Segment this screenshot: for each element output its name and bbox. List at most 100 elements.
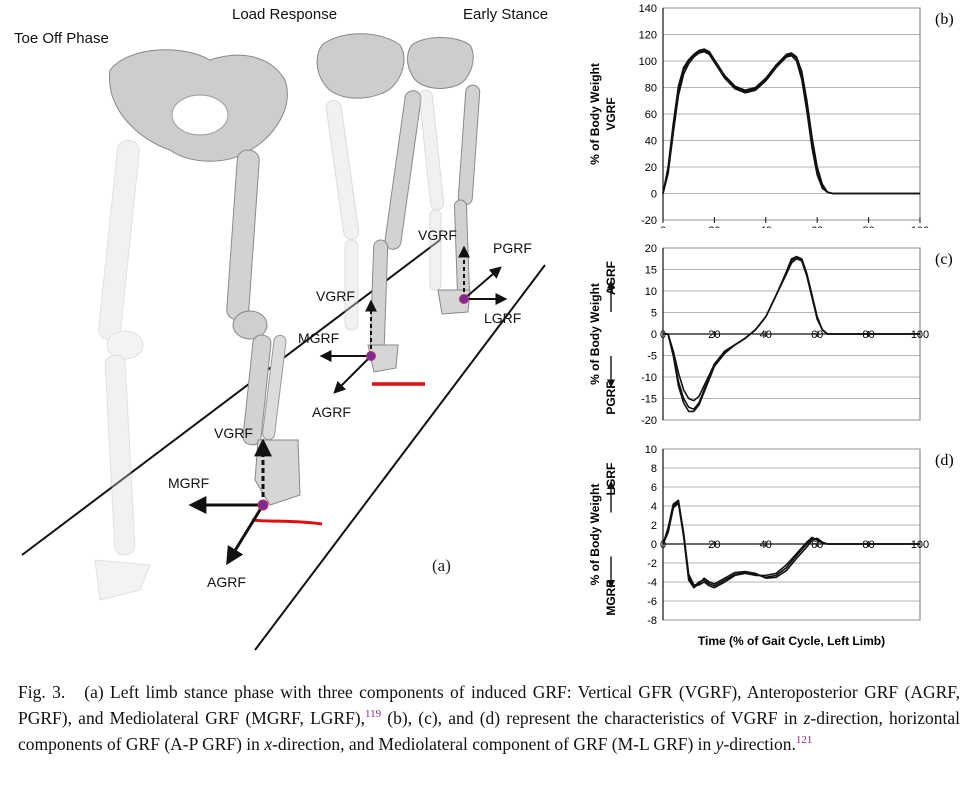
x-tick-label: 60 [811,329,823,341]
walkway-line-left [21,239,441,556]
x-tick-label: 20 [708,329,720,341]
skeleton-illustration [21,33,546,651]
figure-caption: Fig. 3. (a) Left limb stance phase with … [18,681,960,755]
y-tick-label: 8 [651,463,657,475]
pelvis-early-stance [407,37,474,89]
y-tick-label: 0 [651,189,657,201]
early-stance-force-vectors [458,245,508,305]
y-axis-label-secondary: VGRF [604,97,618,130]
y-tick-label: 10 [645,444,657,456]
y-axis-label: % of Body Weight [588,484,602,586]
y-tick-label: 6 [651,482,657,494]
x-axis-label: Time (% of Gait Cycle, Left Limb) [698,634,885,648]
caption-text: -direction, horizontal components of GRF… [18,707,960,754]
y-tick-label: -20 [641,215,657,227]
x-tick-label: 100 [911,225,929,228]
caption-fig-label: Fig. 3. [18,682,66,702]
y-axis-label-bottom: PGRF [604,381,618,414]
x-tick-label: 40 [760,225,772,228]
panel-tag: (d) [935,452,954,469]
caption-math: z [803,707,811,728]
force-application-point [366,351,376,361]
y-tick-label: 0 [651,539,657,551]
caption-text: -direction. [723,733,796,754]
y-tick-label: -2 [647,558,657,570]
y-tick-label: -4 [647,577,657,589]
series-line-3 [662,499,920,589]
pelvis-load-response [316,33,405,99]
y-tick-label: 140 [639,3,657,15]
figure-a-illustration: Toe Off Phase Load Response Early Stance… [14,6,549,651]
phase-label-load-response: Load Response [232,6,338,23]
y-tick-label: 4 [651,501,657,513]
early-stance-legs [418,84,481,315]
x-tick-label: 40 [760,539,772,551]
force-label-vgrf: VGRF [418,227,457,243]
caption-text: (a) Left limb stance phase with three co… [18,682,960,728]
y-tick-label: 0 [651,329,657,341]
plot-area [662,448,921,621]
y-tick-label: -20 [641,415,657,427]
y-tick-label: 20 [645,162,657,174]
toe-off-back-leg [94,139,151,601]
y-tick-label: 120 [639,30,657,42]
series-line-2 [662,50,920,195]
caption-text: -direction, and Mediolateral component o… [272,733,716,754]
x-tick-label: 40 [760,329,772,341]
y-tick-label: 60 [645,109,657,121]
panel-tag: (c) [935,251,953,268]
y-axis-label: % of Body Weight [588,63,602,165]
force-application-point [459,294,469,304]
x-tick-label: 100 [911,539,929,551]
x-tick-label: 20 [708,225,720,228]
y-axis-label-bottom: MGRF [604,580,618,615]
phase-label-toe-off: Toe Off Phase [14,30,109,47]
y-tick-label: 40 [645,136,657,148]
walkway-line-right [254,264,546,651]
force-label-mgrf: MGRF [168,475,210,491]
y-tick-label: 10 [645,286,657,298]
caption-math: y [715,733,724,754]
phase-label-early-stance: Early Stance [463,6,549,23]
y-axis-label: % of Body Weight [588,283,602,385]
force-label-vgrf: VGRF [214,425,253,441]
y-tick-label: 15 [645,265,657,277]
toe-off-force-vectors [188,438,272,566]
x-tick-label: 100 [911,329,929,341]
panel-tag: (b) [935,11,954,28]
x-tick-label: 0 [660,225,666,228]
y-tick-label: 100 [639,56,657,68]
force-label-agrf: AGRF [312,404,351,420]
x-tick-label: 80 [862,539,874,551]
panel-tag-a: (a) [432,556,451,575]
x-tick-label: 80 [862,329,874,341]
y-tick-label: 2 [651,520,657,532]
x-tick-label: 20 [708,539,720,551]
y-tick-label: 20 [645,243,657,255]
caption-reference[interactable]: 121 [795,733,813,746]
y-tick-label: -5 [647,351,657,363]
caption-math: x [264,733,273,754]
y-tick-label: -8 [647,615,657,627]
force-label-mgrf: MGRF [298,330,340,346]
toe-off-front-leg [226,149,301,506]
y-tick-label: 5 [651,308,657,320]
series-line-3 [662,48,920,195]
caption-reference[interactable]: 119 [365,708,382,720]
y-tick-label: 80 [645,83,657,95]
x-tick-label: 80 [862,225,874,228]
ground-contact-marker-toe-off [251,518,323,526]
force-label-agrf: AGRF [207,574,246,590]
force-label-vgrf: VGRF [316,288,355,304]
y-tick-label: -6 [647,596,657,608]
load-response-legs [325,90,422,373]
x-tick-label: 60 [811,225,823,228]
caption-text: (b), (c), and (d) represent the characte… [381,707,804,728]
y-tick-label: -15 [641,394,657,406]
